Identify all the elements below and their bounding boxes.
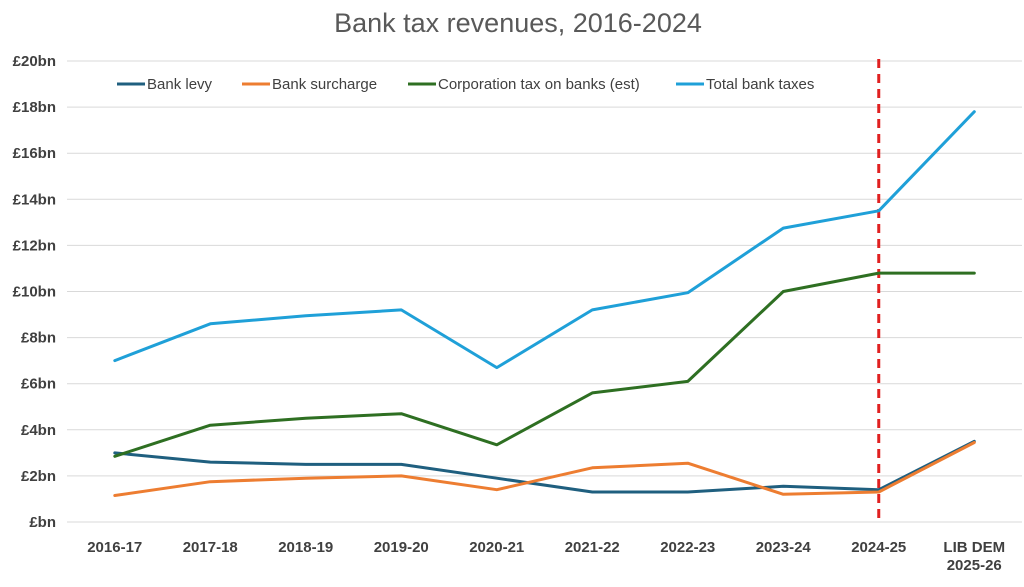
- y-tick-label: £2bn: [21, 468, 56, 485]
- x-tick-label: 2019-20: [374, 539, 429, 556]
- x-tick-label: 2016-17: [87, 539, 142, 556]
- x-tick-label: LIB DEM 2025-26: [943, 539, 1005, 574]
- y-tick-label: £10bn: [13, 284, 56, 301]
- series-line-bank-levy: [113, 439, 976, 494]
- x-tick-label: 2021-22: [565, 539, 620, 556]
- series-line-corporation-tax-on-banks-est: [113, 271, 976, 458]
- y-tick-label: £16bn: [13, 145, 56, 162]
- x-tick-label: 2024-25: [851, 539, 906, 556]
- y-axis-ticks: £bn £2bn £4bn £6bn £8bn £10bn £12bn £14bn £16bn £…: [13, 53, 56, 531]
- x-axis-ticks: 2016-17 2017-18 2018-19 2019-20 2020-21 2021-…: [87, 539, 1005, 574]
- legend-label: Bank levy: [147, 76, 213, 93]
- y-tick-label: £18bn: [13, 99, 56, 116]
- y-tick-label: £12bn: [13, 237, 56, 254]
- x-tick-label: 2017-18: [183, 539, 238, 556]
- series-line-total-bank-taxes: [113, 110, 976, 370]
- x-tick-label: 2023-24: [756, 539, 812, 556]
- legend-label: Bank surcharge: [272, 76, 377, 93]
- x-tick-label: 2018-19: [278, 539, 333, 556]
- y-tick-label: £4bn: [21, 422, 56, 439]
- y-tick-label: £bn: [29, 514, 56, 531]
- legend: Bank levy Bank surcharge Corporation tax o…: [117, 76, 814, 93]
- series-line-bank-surcharge: [113, 441, 976, 497]
- chart-title: Bank tax revenues, 2016-2024: [334, 8, 702, 38]
- legend-label: Corporation tax on banks (est): [438, 76, 640, 93]
- y-tick-label: £8bn: [21, 330, 56, 347]
- x-tick-label: 2022-23: [660, 539, 715, 556]
- x-tick-label: 2020-21: [469, 539, 524, 556]
- series-lines: [113, 110, 976, 497]
- legend-label: Total bank taxes: [706, 76, 814, 93]
- y-tick-label: £14bn: [13, 191, 56, 208]
- y-tick-label: £6bn: [21, 376, 56, 393]
- y-tick-label: £20bn: [13, 53, 56, 70]
